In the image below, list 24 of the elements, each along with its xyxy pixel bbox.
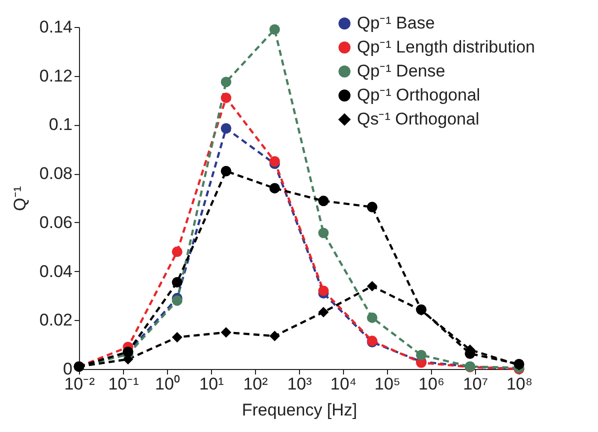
legend-label: Qp⁻¹ Base bbox=[357, 14, 435, 32]
legend-label: Qp⁻¹ Dense bbox=[357, 62, 446, 80]
x-tick-label: 10¹ bbox=[199, 374, 224, 394]
y-tick-label: 0.12 bbox=[39, 66, 72, 86]
y-tick-label: 0.04 bbox=[39, 262, 72, 281]
y-tick-label: 0.14 bbox=[39, 18, 72, 36]
x-tick-label: 10⁷ bbox=[462, 374, 488, 394]
y-axis-title: Q⁻¹ bbox=[10, 186, 30, 211]
legend-label: Qp⁻¹ Length distribution bbox=[357, 38, 535, 56]
x-tick-label: 10⁴ bbox=[330, 374, 357, 394]
x-tick-label: 10⁰ bbox=[155, 374, 180, 394]
x-tick-label: 10³ bbox=[287, 374, 312, 394]
legend-label: Qs⁻¹ Orthogonal bbox=[357, 110, 480, 128]
x-tick-label: 10⁻¹ bbox=[108, 374, 140, 394]
x-axis-title: Frequency [Hz] bbox=[242, 400, 358, 420]
y-tick-label: 0.02 bbox=[39, 310, 72, 330]
y-tick-label: 0.06 bbox=[39, 212, 72, 232]
legend-label: Qp⁻¹ Orthogonal bbox=[357, 86, 480, 104]
x-tick-label: 10² bbox=[243, 374, 268, 394]
x-tick-label: 10⁶ bbox=[418, 374, 444, 394]
y-tick-label: 0.1 bbox=[48, 115, 72, 134]
y-tick-label: 0.08 bbox=[39, 164, 72, 184]
x-tick-label: 10⁵ bbox=[374, 374, 400, 394]
x-tick-label: 10⁸ bbox=[506, 374, 533, 394]
